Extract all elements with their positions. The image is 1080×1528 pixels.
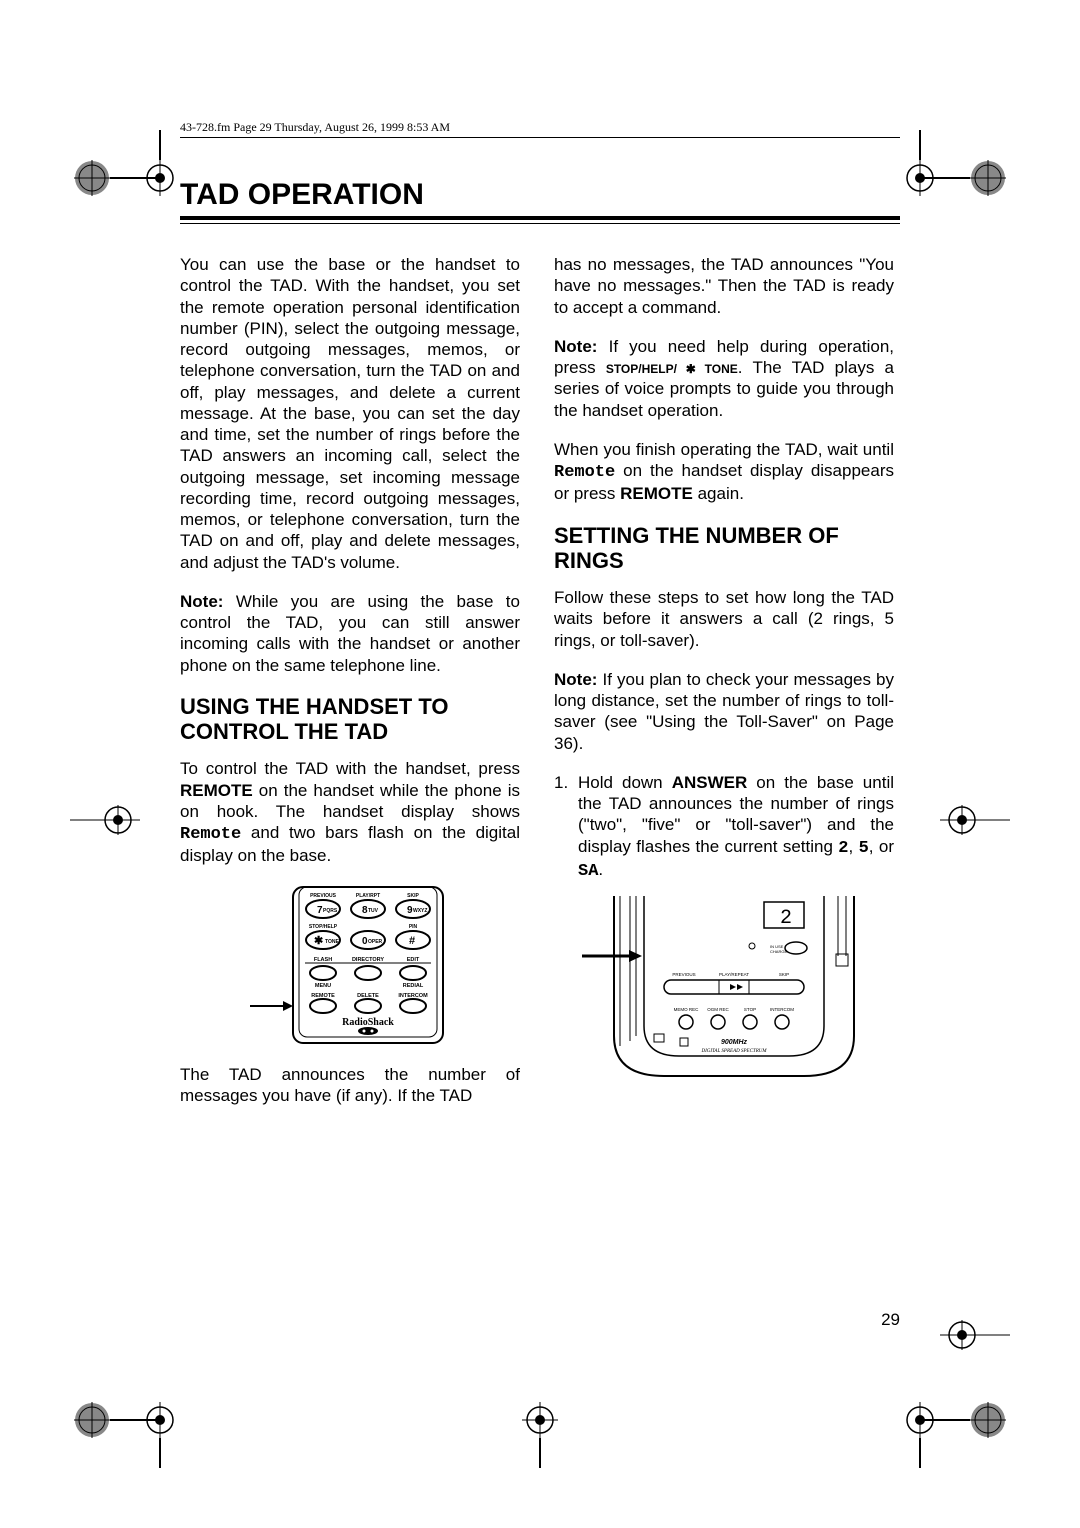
svg-text:PLAY/RPT: PLAY/RPT: [356, 893, 380, 899]
finish-paragraph: When you finish operating the TAD, wait …: [554, 439, 894, 505]
svg-text:PLAY/REPEAT: PLAY/REPEAT: [719, 972, 749, 977]
crop-mark-bc: [515, 1398, 565, 1468]
svg-text:2: 2: [780, 907, 792, 930]
handset-figure: PREVIOUS PLAY/RPT SKIP 7 PQRS 8 TUV 9 WX…: [180, 885, 520, 1050]
svg-text:PQRS: PQRS: [323, 908, 338, 914]
svg-text:900MHz: 900MHz: [721, 1039, 748, 1046]
svg-text:WXYZ: WXYZ: [413, 908, 427, 914]
svg-text:TONE: TONE: [325, 939, 339, 945]
title-rule: [180, 216, 900, 224]
tollsaver-note-paragraph: Note: If you plan to check your messages…: [554, 669, 894, 754]
svg-text:✱: ✱: [314, 935, 323, 947]
column-right: has no messages, the TAD announces "You …: [554, 254, 894, 1124]
continuation-paragraph: has no messages, the TAD announces "You …: [554, 254, 894, 318]
svg-text:PIN: PIN: [409, 924, 418, 930]
svg-text:PREVIOUS: PREVIOUS: [672, 972, 695, 977]
svg-text:STOP: STOP: [744, 1007, 756, 1012]
step-body: Hold down ANSWER on the base until the T…: [578, 772, 894, 882]
crop-mark-br: [890, 1398, 1010, 1468]
page-title: TAD OPERATION: [180, 178, 900, 212]
step-1: 1. Hold down ANSWER on the base until th…: [554, 772, 894, 882]
crop-mark-bl: [70, 1398, 190, 1468]
svg-text:SKIP: SKIP: [779, 972, 789, 977]
svg-text:SKIP: SKIP: [407, 893, 419, 899]
svg-text:RadioShack: RadioShack: [342, 1017, 394, 1028]
announce-paragraph: The TAD announces the number of messages…: [180, 1064, 520, 1107]
svg-text:MEMO REC: MEMO REC: [674, 1007, 700, 1012]
svg-text:FLASH: FLASH: [314, 957, 332, 963]
handset-paragraph: To control the TAD with the handset, pre…: [180, 758, 520, 866]
registration-mark-right-2: [940, 1310, 1010, 1360]
help-note-paragraph: Note: If you need help during operation,…: [554, 336, 894, 421]
svg-text:PREVIOUS: PREVIOUS: [310, 893, 337, 899]
step-number: 1.: [554, 772, 578, 882]
svg-text:EDIT: EDIT: [407, 957, 420, 963]
crop-mark-tr: [890, 130, 1010, 200]
crop-mark-tl: [70, 130, 190, 200]
svg-text:REDIAL: REDIAL: [403, 983, 424, 989]
registration-mark-right: [940, 795, 1010, 845]
svg-text:MENU: MENU: [315, 983, 331, 989]
svg-text:DIGITAL SPREAD SPECTRUM: DIGITAL SPREAD SPECTRUM: [700, 1049, 767, 1054]
section-heading-handset: USING THE HANDSET TO CONTROL THE TAD: [180, 694, 520, 745]
svg-text:INTERCOM: INTERCOM: [770, 1007, 794, 1012]
svg-text:OPER: OPER: [368, 939, 383, 945]
column-left: You can use the base or the handset to c…: [180, 254, 520, 1124]
page-number: 29: [881, 1310, 900, 1330]
section-heading-rings: SETTING THE NUMBER OF RINGS: [554, 523, 894, 574]
running-header: 43-728.fm Page 29 Thursday, August 26, 1…: [180, 120, 900, 138]
svg-text:TUV: TUV: [368, 908, 379, 914]
intro-paragraph: You can use the base or the handset to c…: [180, 254, 520, 573]
registration-mark-left: [70, 795, 140, 845]
svg-text:DIRECTORY: DIRECTORY: [352, 957, 384, 963]
svg-text:STOP/HELP: STOP/HELP: [309, 924, 338, 930]
svg-text:#: #: [409, 935, 415, 947]
svg-text:OGM REC: OGM REC: [707, 1007, 729, 1012]
base-figure: 2 IN USE CHARGE PREVIOUS PLAY/REPEAT SKI…: [554, 896, 894, 1091]
note-paragraph: Note: While you are using the base to co…: [180, 591, 520, 676]
rings-paragraph: Follow these steps to set how long the T…: [554, 587, 894, 651]
